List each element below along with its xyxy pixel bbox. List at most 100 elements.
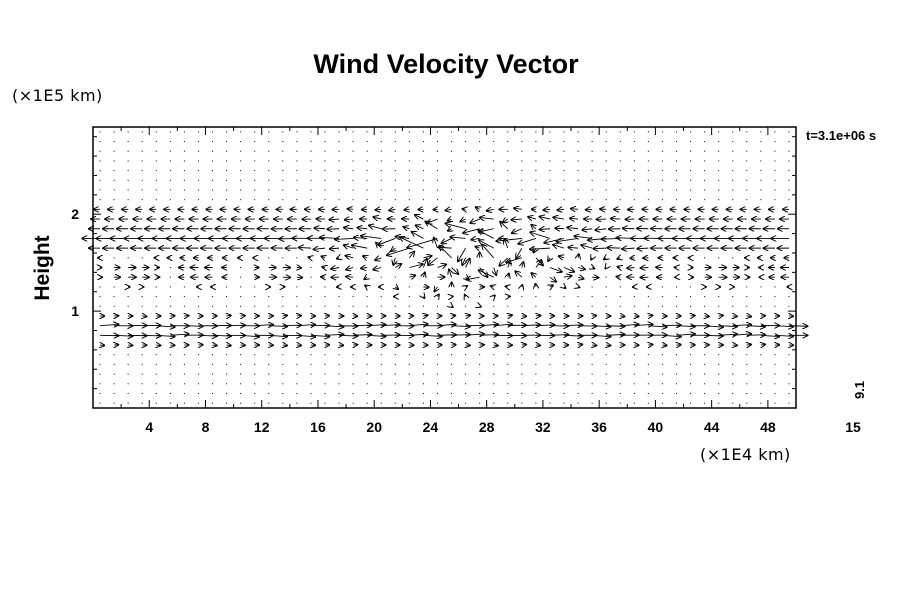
- wind-vector: [386, 247, 410, 255]
- grid-dot: [212, 363, 214, 365]
- grid-dot: [704, 170, 706, 172]
- wind-vector: [447, 229, 451, 231]
- y-axis-label: Height: [31, 235, 54, 300]
- grid-dot: [619, 199, 621, 201]
- grid-dot: [605, 383, 607, 385]
- wind-vector: [549, 335, 569, 336]
- grid-dot: [212, 150, 214, 152]
- wind-vector: [620, 324, 639, 325]
- grid-dot: [493, 150, 495, 152]
- wind-vector: [409, 324, 428, 326]
- grid-dot: [212, 383, 214, 385]
- grid-dot: [338, 131, 340, 133]
- grid-dot: [746, 141, 748, 143]
- wind-vector: [550, 285, 553, 287]
- grid-dot: [183, 131, 185, 133]
- grid-dot: [774, 383, 776, 385]
- grid-dot: [296, 199, 298, 201]
- grid-dot: [647, 141, 649, 143]
- grid-dot: [99, 354, 101, 356]
- grid-dot: [99, 141, 101, 143]
- wind-vector: [704, 326, 724, 328]
- grid-dot: [436, 199, 438, 201]
- grid-dot: [282, 354, 284, 356]
- grid-dot: [465, 199, 467, 201]
- grid-dot: [127, 354, 129, 356]
- grid-dot: [647, 373, 649, 375]
- grid-dot: [408, 131, 410, 133]
- grid-dot: [535, 199, 537, 201]
- grid-dot: [197, 160, 199, 162]
- grid-dot: [675, 179, 677, 181]
- grid-dot: [197, 150, 199, 152]
- grid-dot: [240, 141, 242, 143]
- grid-dot: [535, 189, 537, 191]
- grid-dot: [535, 305, 537, 307]
- grid-dot: [760, 170, 762, 172]
- grid-dot: [268, 141, 270, 143]
- grid-dot: [690, 296, 692, 298]
- grid-dot: [240, 276, 242, 278]
- grid-dot: [240, 296, 242, 298]
- grid-dot: [254, 131, 256, 133]
- wind-vector: [427, 219, 438, 223]
- grid-dot: [493, 305, 495, 307]
- grid-dot: [647, 170, 649, 172]
- grid-dot: [577, 160, 579, 162]
- grid-dot: [479, 150, 481, 152]
- grid-dot: [479, 354, 481, 356]
- wind-vector: [563, 268, 575, 272]
- grid-dot: [422, 305, 424, 307]
- grid-dot: [633, 160, 635, 162]
- grid-dot: [577, 392, 579, 394]
- grid-dot: [521, 383, 523, 385]
- wind-vector: [535, 257, 543, 266]
- grid-dot: [127, 150, 129, 152]
- grid-dot: [226, 150, 228, 152]
- grid-dot: [507, 383, 509, 385]
- grid-dot: [212, 189, 214, 191]
- wind-vector: [732, 325, 752, 326]
- grid-dot: [183, 363, 185, 365]
- grid-dot: [99, 392, 101, 394]
- wind-vector: [528, 217, 537, 219]
- wind-vector: [363, 256, 368, 258]
- wind-vector: [395, 287, 398, 290]
- grid-dot: [394, 363, 396, 365]
- grid-dot: [577, 383, 579, 385]
- wind-vector: [578, 344, 583, 345]
- grid-dot: [380, 296, 382, 298]
- wind-vector: [604, 258, 607, 260]
- wind-vector: [395, 264, 401, 268]
- grid-dot: [619, 363, 621, 365]
- grid-dot: [788, 199, 790, 201]
- grid-dot: [155, 170, 157, 172]
- grid-dot: [183, 199, 185, 201]
- grid-dot: [352, 131, 354, 133]
- wind-vector: [530, 232, 551, 239]
- x-tick-label: 48: [760, 419, 776, 435]
- grid-dot: [788, 150, 790, 152]
- time-label: t=3.1e+06 s: [806, 128, 876, 143]
- grid-dot: [141, 170, 143, 172]
- grid-dot: [563, 150, 565, 152]
- grid-dot: [760, 354, 762, 356]
- grid-dot: [493, 131, 495, 133]
- grid-dot: [591, 286, 593, 288]
- grid-dot: [380, 131, 382, 133]
- wind-vector: [415, 215, 424, 219]
- grid-dot: [788, 354, 790, 356]
- grid-dot: [380, 170, 382, 172]
- wind-vector: [142, 316, 147, 317]
- grid-dot: [113, 402, 115, 404]
- grid-dot: [732, 373, 734, 375]
- grid-dot: [535, 131, 537, 133]
- grid-dot: [746, 402, 748, 404]
- grid-dot: [746, 131, 748, 133]
- grid-dot: [366, 131, 368, 133]
- grid-dot: [507, 392, 509, 394]
- grid-dot: [718, 373, 720, 375]
- grid-dot: [591, 305, 593, 307]
- grid-dot: [718, 383, 720, 385]
- grid-dot: [774, 373, 776, 375]
